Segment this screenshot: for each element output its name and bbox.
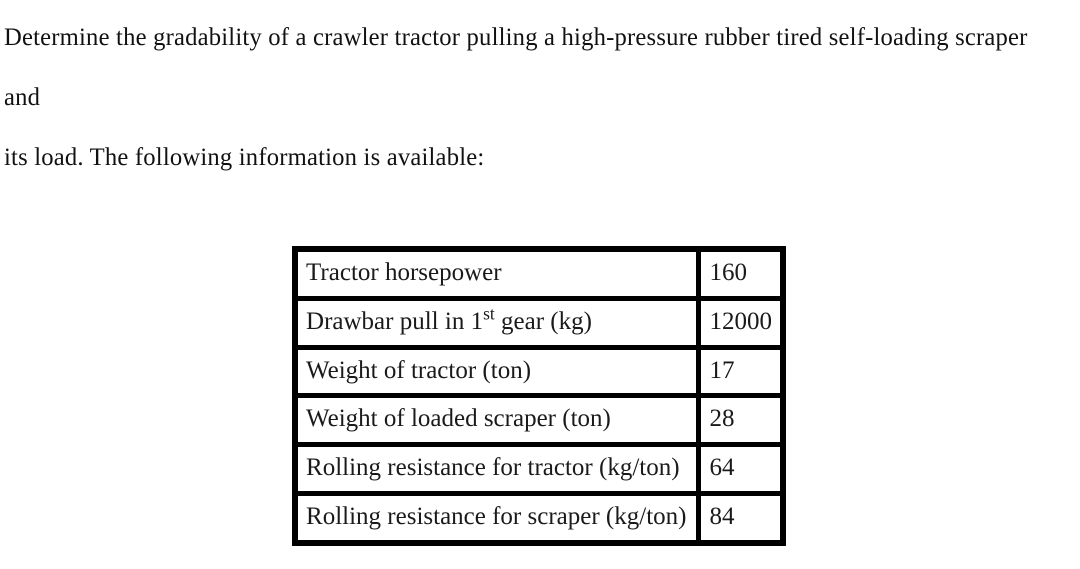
page: Determine the gradability of a crawler t… — [0, 0, 1080, 569]
param-value: 64 — [700, 446, 781, 492]
param-label: Weight of loaded scraper (ton) — [297, 397, 697, 443]
problem-line-1: Determine the gradability of a crawler t… — [4, 24, 1028, 111]
table-row: Tractor horsepower 160 — [297, 251, 781, 297]
table-container: Tractor horsepower 160 Drawbar pull in 1… — [4, 246, 1074, 546]
param-label: Drawbar pull in 1st gear (kg) — [297, 300, 697, 346]
param-label: Rolling resistance for tractor (kg/ton) — [297, 446, 697, 492]
param-value: 84 — [700, 495, 781, 541]
param-label: Weight of tractor (ton) — [297, 349, 697, 395]
param-label: Tractor horsepower — [297, 251, 697, 297]
param-value: 160 — [700, 251, 781, 297]
table-row: Weight of tractor (ton) 17 — [297, 349, 781, 395]
param-value: 28 — [700, 397, 781, 443]
table-row: Rolling resistance for scraper (kg/ton) … — [297, 495, 781, 541]
param-value: 17 — [700, 349, 781, 395]
problem-line-2: its load. The following information is a… — [4, 144, 484, 171]
table-row: Weight of loaded scraper (ton) 28 — [297, 397, 781, 443]
parameters-table: Tractor horsepower 160 Drawbar pull in 1… — [292, 246, 786, 546]
table-row: Rolling resistance for tractor (kg/ton) … — [297, 446, 781, 492]
param-value: 12000 — [700, 300, 781, 346]
param-label: Rolling resistance for scraper (kg/ton) — [297, 495, 697, 541]
table-row: Drawbar pull in 1st gear (kg) 12000 — [297, 300, 781, 346]
problem-statement: Determine the gradability of a crawler t… — [4, 8, 1058, 188]
